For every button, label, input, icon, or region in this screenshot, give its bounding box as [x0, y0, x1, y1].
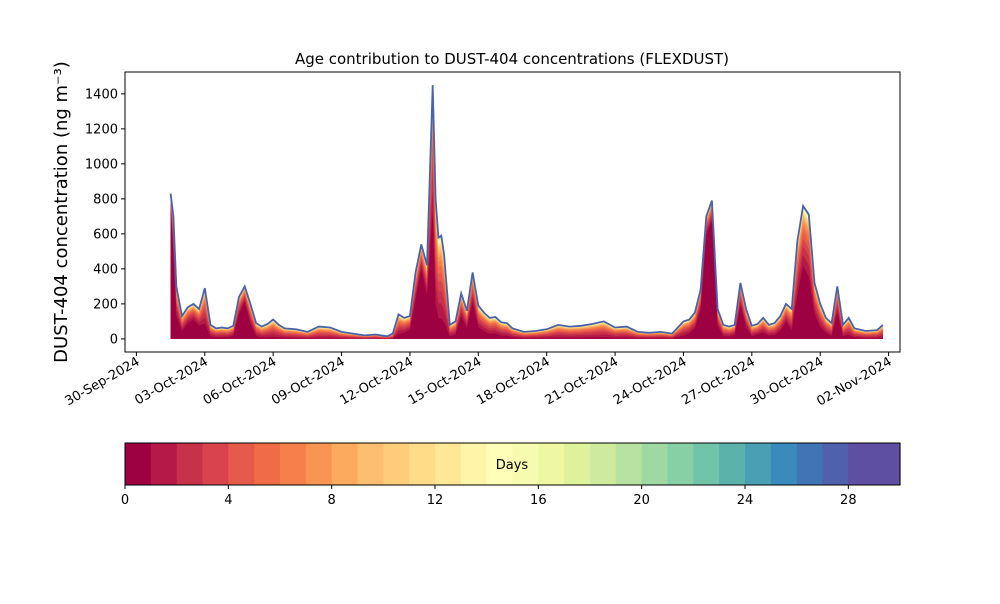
colorbar-segment — [305, 443, 333, 485]
age-band-0 — [170, 208, 883, 339]
colorbar-segment — [667, 443, 694, 485]
y-tick-label: 1200 — [85, 122, 118, 137]
colorbar-segment — [486, 443, 514, 485]
colorbar-tick-label: 16 — [530, 493, 547, 508]
colorbar-segment — [719, 443, 746, 485]
colorbar-tick-label: 20 — [633, 493, 650, 508]
colorbar-segment — [822, 443, 849, 485]
colorbar-segment — [564, 443, 591, 485]
colorbar-axis: 0 4 8 12 16 20 24 28 — [121, 485, 857, 508]
colorbar-tick-label: 8 — [328, 493, 336, 508]
colorbar-segment — [641, 443, 669, 485]
y-tick-label: 1400 — [85, 87, 118, 102]
colorbar-segment — [796, 443, 824, 485]
colorbar-segment — [848, 443, 875, 485]
colorbar-segment — [254, 443, 281, 485]
plot-area — [169, 85, 884, 339]
colorbar-segment — [874, 443, 901, 485]
plot-frame — [124, 71, 901, 353]
colorbar-segment — [357, 443, 384, 485]
chart-title: Age contribution to DUST-404 concentrati… — [295, 50, 729, 68]
colorbar-segment — [383, 443, 410, 485]
colorbar-segment — [150, 443, 178, 485]
y-tick-label: 200 — [93, 297, 118, 312]
colorbar-tick-label: 4 — [224, 493, 232, 508]
colorbar-segment — [615, 443, 643, 485]
colorbar-segment — [409, 443, 436, 485]
colorbar-segment — [176, 443, 204, 485]
y-tick-label: 0 — [110, 332, 118, 347]
colorbar-segment — [590, 443, 617, 485]
colorbar-segment — [538, 443, 565, 485]
colorbar-label: Days — [496, 458, 529, 473]
total-concentration-line — [169, 85, 884, 338]
y-axis: 0 200 400 600 800 1000 1200 1400 — [85, 87, 125, 347]
colorbar-tick-label: 24 — [737, 493, 754, 508]
colorbar-segment — [770, 443, 798, 485]
colorbar-segment — [202, 443, 229, 485]
y-tick-label: 400 — [93, 262, 118, 277]
colorbar-segment — [331, 443, 359, 485]
y-axis-label: DUST-404 concentration (ng m⁻³) — [51, 61, 72, 363]
colorbar-segment — [512, 443, 539, 485]
y-tick-label: 1000 — [85, 157, 118, 172]
colorbar-tick-label: 0 — [121, 493, 129, 508]
colorbar-segment — [745, 443, 772, 485]
colorbar-frame — [124, 442, 901, 486]
colorbar — [124, 442, 901, 486]
y-tick-label: 800 — [93, 192, 118, 207]
colorbar-segment — [280, 443, 307, 485]
y-tick-label: 600 — [93, 227, 118, 242]
colorbar-segment — [125, 443, 152, 485]
colorbar-segment — [228, 443, 255, 485]
colorbar-tick-label: 28 — [840, 493, 857, 508]
colorbar-segment — [693, 443, 720, 485]
colorbar-segment — [435, 443, 462, 485]
colorbar-tick-label: 12 — [427, 493, 444, 508]
colorbar-segment — [460, 443, 488, 485]
